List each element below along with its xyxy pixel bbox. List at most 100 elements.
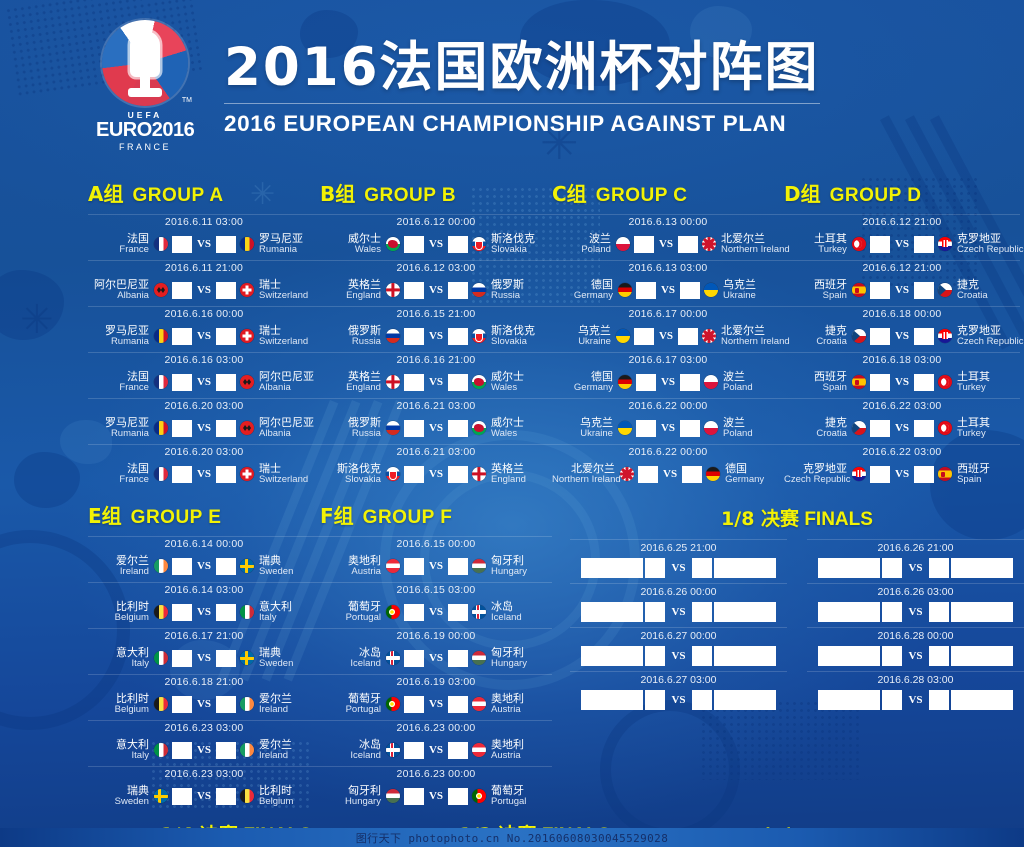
knockout-away-name-box[interactable] [950,646,1013,666]
knockout-away-name-box[interactable] [713,602,776,622]
home-score-box[interactable] [403,557,424,575]
away-score-box[interactable] [216,787,237,805]
away-score-box[interactable] [680,373,701,391]
away-score-box[interactable] [914,373,935,391]
knockout-home-score-box[interactable] [882,602,903,622]
home-score-box[interactable] [635,281,656,299]
knockout-home-name-box[interactable] [818,558,881,578]
home-score-box[interactable] [870,465,890,483]
knockout-away-name-box[interactable] [713,690,776,710]
home-score-box[interactable] [403,603,424,621]
away-score-box[interactable] [914,327,934,345]
knockout-home-score-box[interactable] [882,690,903,710]
away-score-box[interactable] [448,419,469,437]
home-score-box[interactable] [403,419,424,437]
knockout-home-name-box[interactable] [581,558,644,578]
away-score-box[interactable] [448,235,469,253]
knockout-home-name-box[interactable] [818,602,881,622]
knockout-away-score-box[interactable] [928,646,949,666]
knockout-home-score-box[interactable] [645,558,666,578]
away-score-box[interactable] [216,327,237,345]
away-score-box[interactable] [216,695,237,713]
home-score-box[interactable] [403,787,424,805]
home-score-box[interactable] [171,741,192,759]
away-score-box[interactable] [448,327,469,345]
home-score-box[interactable] [869,235,890,253]
knockout-home-name-box[interactable] [581,690,644,710]
knockout-away-score-box[interactable] [691,558,712,578]
knockout-away-score-box[interactable] [691,602,712,622]
home-score-box[interactable] [171,235,192,253]
home-score-box[interactable] [171,373,192,391]
knockout-home-score-box[interactable] [645,646,666,666]
home-score-box[interactable] [869,419,890,437]
away-score-box[interactable] [216,649,237,667]
home-score-box[interactable] [869,327,890,345]
knockout-away-score-box[interactable] [928,602,949,622]
away-score-box[interactable] [448,741,469,759]
knockout-away-score-box[interactable] [928,690,949,710]
away-score-box[interactable] [448,557,469,575]
away-score-box[interactable] [914,235,934,253]
knockout-home-name-box[interactable] [818,646,881,666]
away-score-box[interactable] [216,603,237,621]
home-score-box[interactable] [171,695,192,713]
home-score-box[interactable] [633,235,654,253]
away-score-box[interactable] [914,281,935,299]
home-score-box[interactable] [171,465,192,483]
home-score-box[interactable] [171,557,192,575]
knockout-home-score-box[interactable] [645,690,666,710]
away-score-box[interactable] [448,281,469,299]
away-score-box[interactable] [216,741,237,759]
away-score-box[interactable] [448,695,469,713]
home-score-box[interactable] [403,649,424,667]
away-score-box[interactable] [682,465,703,483]
home-score-box[interactable] [171,419,192,437]
away-score-box[interactable] [448,649,469,667]
knockout-away-name-box[interactable] [950,558,1013,578]
knockout-away-score-box[interactable] [691,690,712,710]
knockout-home-score-box[interactable] [645,602,666,622]
home-score-box[interactable] [171,281,192,299]
knockout-away-score-box[interactable] [691,646,712,666]
knockout-home-name-box[interactable] [818,690,881,710]
home-score-box[interactable] [403,695,424,713]
away-score-box[interactable] [678,327,698,345]
home-score-box[interactable] [171,603,192,621]
knockout-away-score-box[interactable] [928,558,949,578]
away-score-box[interactable] [680,281,701,299]
home-score-box[interactable] [403,373,424,391]
away-score-box[interactable] [448,465,469,483]
away-score-box[interactable] [448,373,469,391]
knockout-home-score-box[interactable] [882,558,903,578]
away-score-box[interactable] [216,557,237,575]
home-score-box[interactable] [633,327,654,345]
knockout-away-name-box[interactable] [713,646,776,666]
away-score-box[interactable] [914,465,935,483]
away-score-box[interactable] [448,603,469,621]
home-score-box[interactable] [635,373,656,391]
home-score-box[interactable] [638,465,658,483]
knockout-home-score-box[interactable] [882,646,903,666]
home-score-box[interactable] [403,235,424,253]
knockout-away-name-box[interactable] [950,602,1013,622]
home-score-box[interactable] [869,373,890,391]
away-score-box[interactable] [216,235,237,253]
away-score-box[interactable] [216,281,237,299]
away-score-box[interactable] [216,465,237,483]
home-score-box[interactable] [403,327,424,345]
home-score-box[interactable] [403,741,424,759]
knockout-home-name-box[interactable] [581,646,644,666]
away-score-box[interactable] [216,373,237,391]
away-score-box[interactable] [216,419,237,437]
home-score-box[interactable] [635,419,656,437]
away-score-box[interactable] [680,419,701,437]
home-score-box[interactable] [869,281,890,299]
knockout-away-name-box[interactable] [713,558,776,578]
knockout-away-name-box[interactable] [950,690,1013,710]
away-score-box[interactable] [914,419,935,437]
knockout-home-name-box[interactable] [581,602,644,622]
home-score-box[interactable] [171,649,192,667]
home-score-box[interactable] [171,787,192,805]
home-score-box[interactable] [403,465,424,483]
